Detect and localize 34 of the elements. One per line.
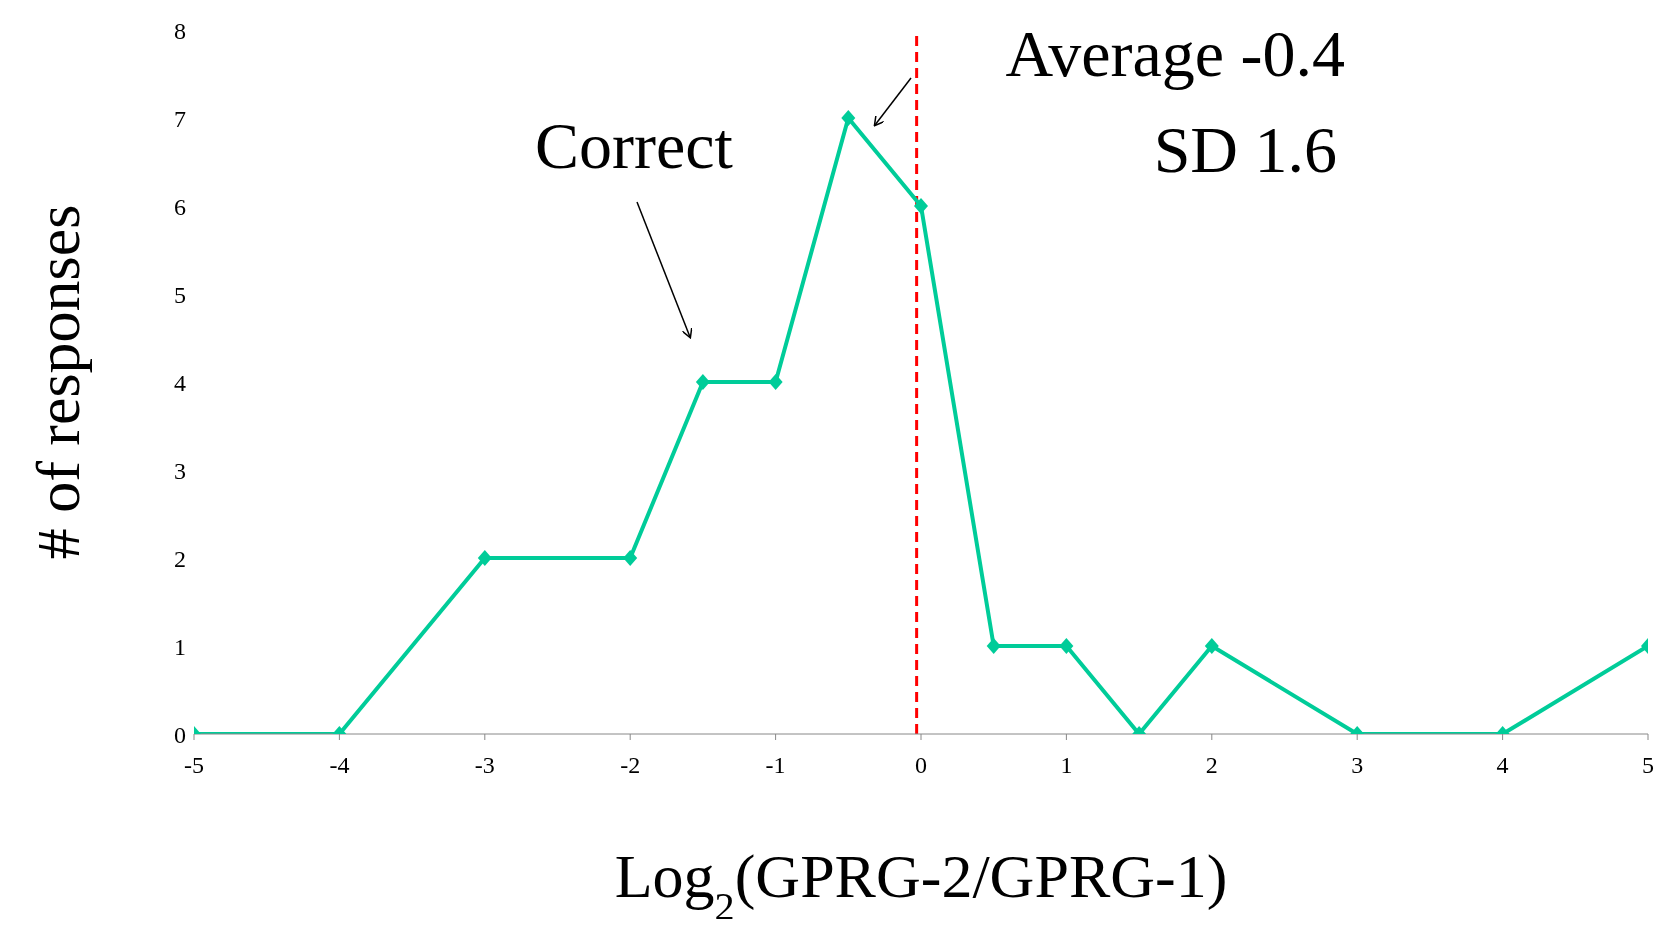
y-axis-title: # of responses: [24, 204, 92, 560]
x-axis-title: Log$_{2}$(GPRG-2/GPRG-1): [614, 842, 1228, 927]
x-tick-label: -5: [184, 752, 204, 779]
y-tick-label: 6: [174, 193, 186, 220]
annotation: SD 1.6: [1153, 113, 1337, 186]
y-tick-label: 2: [174, 545, 186, 572]
y-tick-label: 1: [174, 633, 186, 660]
point: [623, 550, 638, 566]
point: [1204, 638, 1219, 654]
annotation: Average -0.4: [1005, 17, 1345, 90]
y-tick-label: 7: [174, 105, 186, 132]
y-tick-label: 3: [174, 457, 186, 484]
point: [914, 198, 928, 214]
x-tick-label: -4: [329, 752, 350, 779]
x-tick-label: -1: [765, 752, 786, 779]
y-tick-label: 4: [174, 369, 186, 396]
point: [986, 638, 1001, 654]
x-tick-label: -3: [474, 752, 495, 779]
annotation: Correct: [535, 109, 733, 182]
y-tick-label: 0: [174, 721, 186, 748]
x-tick-label: 2: [1205, 752, 1218, 779]
point: [841, 110, 856, 126]
point: [695, 374, 710, 390]
y-tick-label: 8: [174, 17, 186, 44]
x-tick-label: 5: [1642, 752, 1654, 779]
x-tick-label: 1: [1060, 752, 1073, 779]
x-tick-label: 4: [1496, 752, 1509, 779]
point: [1059, 638, 1074, 654]
x-tick-label: -2: [620, 752, 641, 779]
x-tick-label: 0: [915, 752, 927, 779]
x-tick-label: 3: [1351, 752, 1364, 779]
point: [477, 550, 492, 566]
y-tick-label: 5: [174, 281, 186, 308]
point: [768, 374, 783, 390]
